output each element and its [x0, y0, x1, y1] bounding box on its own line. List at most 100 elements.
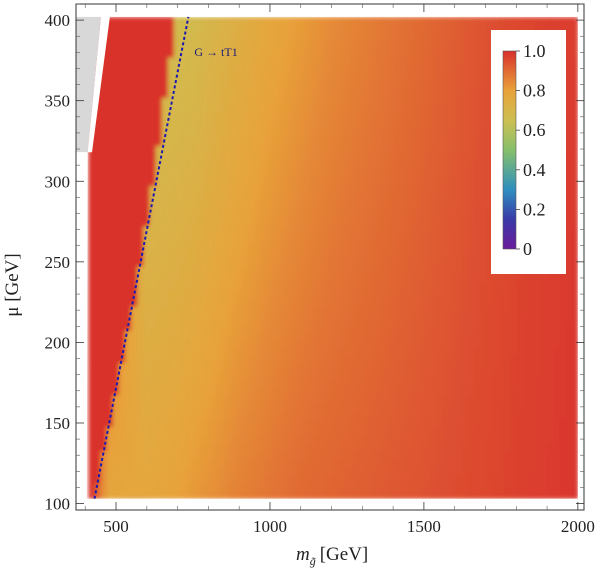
heatmap-cell [455, 490, 463, 500]
heatmap-cell [192, 57, 200, 66]
heatmap-cell [204, 185, 212, 195]
heatmap-cell [375, 193, 383, 203]
heatmap-cell [412, 418, 420, 428]
heatmap-cell [204, 49, 212, 58]
heatmap-cell [265, 378, 273, 387]
heatmap-cell [296, 217, 304, 227]
heatmap-cell [235, 466, 242, 476]
heatmap-cell [149, 129, 157, 138]
heatmap-cell [131, 209, 138, 219]
heatmap-cell [290, 193, 297, 203]
heatmap-cell [369, 338, 377, 347]
heatmap-cell [167, 65, 175, 74]
heatmap-cell [479, 490, 487, 500]
heatmap-cell [271, 161, 279, 171]
heatmap-cell [486, 354, 493, 363]
heatmap-cell [320, 305, 328, 315]
heatmap-cell [412, 474, 420, 484]
heatmap-cell [363, 161, 371, 171]
heatmap-cell [461, 394, 469, 403]
heatmap-cell [486, 482, 493, 492]
heatmap-cell [216, 490, 224, 500]
heatmap-cell [216, 257, 224, 267]
heatmap-cell [125, 322, 132, 331]
heatmap-cell [125, 249, 132, 259]
heatmap-cell [253, 81, 261, 90]
heatmap-cell [106, 161, 114, 171]
heatmap-cell [265, 32, 273, 42]
heatmap-cell [192, 458, 200, 468]
heatmap-cell [333, 225, 340, 235]
heatmap-cell [198, 273, 206, 283]
heatmap-cell [253, 474, 261, 484]
heatmap-cell [424, 217, 432, 227]
heatmap-cell [235, 354, 242, 363]
heatmap-cell [290, 434, 297, 444]
heatmap-cell [112, 24, 120, 34]
heatmap-cell [271, 193, 279, 203]
heatmap-cell [241, 185, 249, 195]
heatmap-cell [259, 338, 267, 347]
heatmap-cell [222, 137, 230, 146]
heatmap-cell [504, 346, 512, 355]
heatmap-cell [161, 314, 169, 323]
heatmap-cell [430, 265, 438, 275]
heatmap-cell [333, 81, 340, 90]
heatmap-cell [486, 418, 493, 428]
heatmap-cell [167, 249, 175, 259]
heatmap-cell [326, 137, 334, 146]
heatmap-cell [88, 322, 96, 331]
heatmap-cell [302, 330, 310, 339]
heatmap-cell [571, 209, 579, 219]
heatmap-cell [400, 418, 408, 428]
heatmap-cell [357, 57, 365, 66]
heatmap-cell [541, 418, 548, 428]
heatmap-cell [400, 145, 408, 155]
heatmap-cell [437, 177, 444, 187]
heatmap-cell [271, 97, 279, 106]
heatmap-cell [247, 113, 255, 122]
heatmap-cell [235, 386, 242, 395]
heatmap-cell [271, 225, 279, 235]
heatmap-cell [271, 121, 279, 130]
heatmap-cell [314, 273, 322, 283]
heatmap-cell [363, 217, 371, 227]
heatmap-cell [186, 265, 193, 275]
heatmap-cell [125, 113, 132, 122]
heatmap-cell [418, 273, 426, 283]
heatmap-cell [473, 49, 481, 58]
heatmap-cell [296, 386, 304, 395]
heatmap-cell [547, 466, 554, 476]
heatmap-cell [314, 322, 322, 331]
heatmap-cell [259, 346, 267, 355]
heatmap-cell [204, 273, 212, 283]
heatmap-cell [455, 330, 463, 339]
heatmap-cell [192, 225, 200, 235]
heatmap-cell [455, 314, 463, 323]
heatmap-cell [369, 241, 377, 251]
heatmap-cell [400, 225, 408, 235]
heatmap-cell [210, 32, 218, 42]
heatmap-cell [375, 338, 383, 347]
heatmap-cell [375, 185, 383, 195]
heatmap-cell [210, 233, 218, 243]
heatmap-cell [339, 145, 346, 155]
heatmap-cell [149, 105, 157, 114]
heatmap-cell [125, 177, 132, 187]
heatmap-cell [131, 169, 138, 179]
heatmap-cell [210, 338, 218, 347]
heatmap-cell [247, 193, 255, 203]
heatmap-cell [149, 338, 157, 347]
heatmap-cell [571, 474, 579, 484]
heatmap-cell [522, 346, 530, 355]
heatmap-cell [192, 426, 200, 436]
heatmap-cell [437, 434, 444, 444]
heatmap-cell [357, 386, 365, 395]
heatmap-cell [461, 217, 469, 227]
heatmap-cell [94, 426, 102, 436]
heatmap-cell [363, 442, 371, 452]
heatmap-cell [522, 289, 530, 299]
heatmap-cell [192, 354, 200, 363]
heatmap-cell [284, 121, 291, 130]
heatmap-cell [406, 177, 414, 187]
